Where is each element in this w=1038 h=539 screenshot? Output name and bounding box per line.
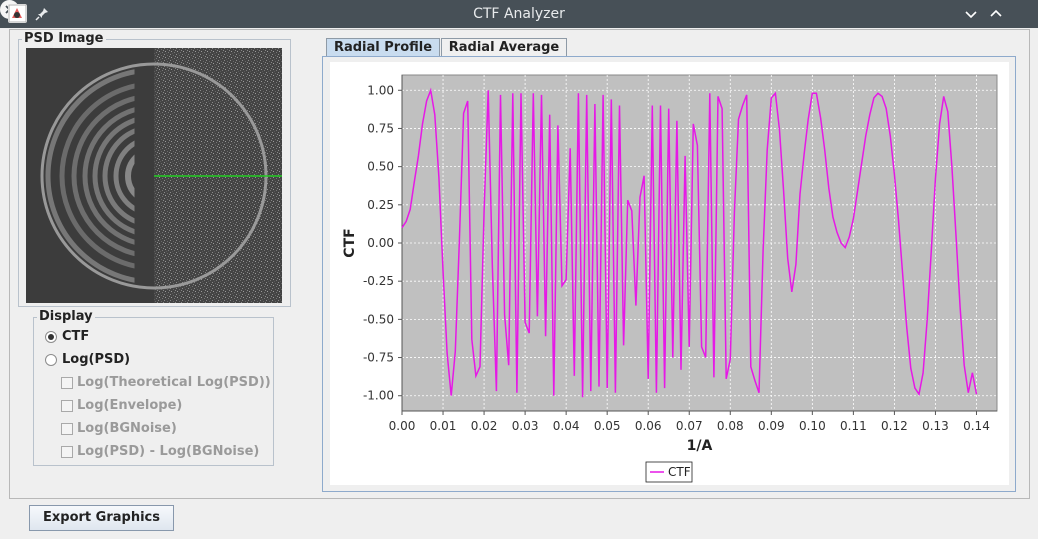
ctf-chart: 1.00 0.75 0.50 0.25 0.00 -0.25 -0.50 -0.75 -1.00… — [342, 74, 998, 483]
app-icon — [8, 4, 27, 23]
log-bgnoise-checkbox — [61, 423, 73, 435]
log-envelope-label: Log(Envelope) — [77, 398, 183, 413]
x-tick-label: 0.03 — [512, 419, 539, 433]
y-axis-label: CTF — [342, 228, 358, 257]
x-tick-label: 0.06 — [635, 419, 662, 433]
x-tick-label: 0.02 — [471, 419, 498, 433]
psd-image — [26, 48, 282, 303]
x-tick-label: 0.13 — [922, 419, 949, 433]
display-group — [33, 317, 274, 466]
pin-icon[interactable] — [34, 6, 50, 22]
log-theoretical-label: Log(Theoretical Log(PSD)) — [77, 375, 271, 390]
y-tick-label: 1.00 — [367, 83, 394, 97]
x-tick-label: 0.08 — [717, 419, 744, 433]
x-tick-label: 0.05 — [594, 419, 621, 433]
x-tick-label: 0.11 — [840, 419, 867, 433]
title-bar: CTF Analyzer — [0, 0, 1038, 28]
y-tick-label: -0.25 — [363, 274, 394, 288]
psd-image-group — [18, 39, 291, 307]
log-theoretical-checkbox — [61, 377, 73, 389]
x-tick-label: 0.00 — [389, 419, 416, 433]
chart-container: 1.00 0.75 0.50 0.25 0.00 -0.25 -0.50 -0.75 -1.00… — [330, 62, 1009, 485]
x-tick-label: 0.12 — [881, 419, 908, 433]
ctf-radio-label[interactable]: CTF — [62, 329, 90, 344]
export-graphics-button[interactable]: Export Graphics — [29, 505, 174, 531]
y-tick-label: -0.75 — [363, 351, 394, 365]
psd-image-title: PSD Image — [22, 31, 106, 46]
log-envelope-checkbox — [61, 400, 73, 412]
log-psd-radio-label[interactable]: Log(PSD) — [62, 352, 131, 367]
log-bgnoise-label: Log(BGNoise) — [77, 421, 177, 436]
x-tick-label: 0.14 — [963, 419, 990, 433]
x-tick-label: 0.10 — [799, 419, 826, 433]
x-tick-label: 0.04 — [553, 419, 580, 433]
log-psd-minus-bgnoise-label: Log(PSD) - Log(BGNoise) — [77, 444, 260, 459]
window-title: CTF Analyzer — [473, 6, 565, 22]
tab-radial-average[interactable]: Radial Average — [441, 38, 567, 56]
y-tick-label: 0.25 — [367, 198, 394, 212]
y-tick-label: 0.75 — [367, 121, 394, 135]
y-tick-label: -1.00 — [363, 389, 394, 403]
x-tick-label: 0.09 — [758, 419, 785, 433]
x-tick-label: 0.07 — [676, 419, 703, 433]
log-psd-radio[interactable] — [45, 354, 57, 366]
tab-radial-profile[interactable]: Radial Profile — [326, 38, 440, 56]
legend-label: CTF — [668, 465, 691, 479]
log-psd-minus-bgnoise-checkbox — [61, 446, 73, 458]
chevron-up-icon[interactable] — [987, 5, 1005, 23]
series-line-ctf — [401, 87, 978, 398]
legend-box — [645, 461, 693, 483]
chevron-down-icon[interactable] — [962, 5, 980, 23]
y-tick-label: 0.00 — [367, 236, 394, 250]
x-axis-label: 1/A — [687, 438, 713, 454]
display-title: Display — [37, 309, 95, 324]
ctf-radio[interactable] — [45, 331, 57, 343]
y-tick-label: -0.50 — [363, 312, 394, 326]
y-tick-label: 0.50 — [367, 160, 394, 174]
x-tick-label: 0.01 — [430, 419, 457, 433]
